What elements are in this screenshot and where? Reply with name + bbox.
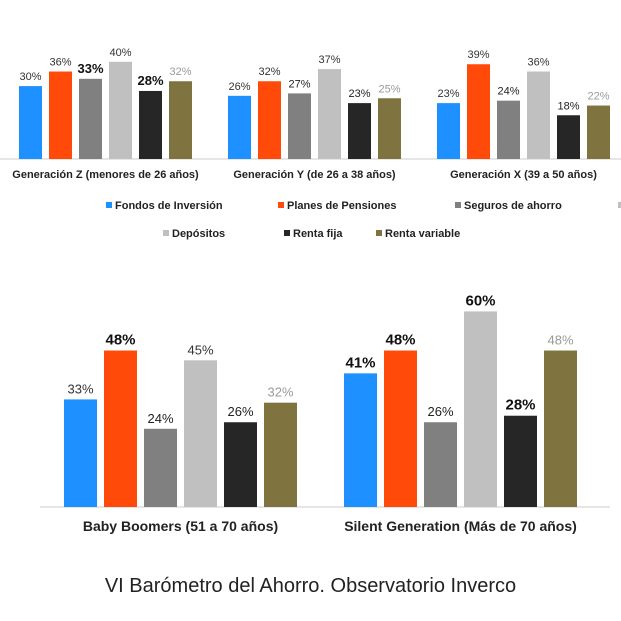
- legend-swatch: [106, 202, 112, 208]
- data-label: 26%: [227, 404, 253, 419]
- data-label: 30%: [19, 71, 41, 83]
- data-label: 40%: [109, 47, 131, 59]
- data-label: 28%: [137, 73, 163, 88]
- legend-swatch: [163, 230, 169, 236]
- data-label: 24%: [497, 86, 519, 98]
- legend-label: Renta fija: [293, 228, 343, 240]
- data-label: 25%: [378, 83, 400, 95]
- data-label: 48%: [105, 332, 135, 349]
- bar: [348, 103, 371, 159]
- bar: [19, 86, 42, 159]
- bar: [184, 360, 217, 507]
- data-label: 32%: [169, 66, 191, 78]
- bar: [288, 93, 311, 159]
- bar: [504, 415, 537, 507]
- legend-swatch: [278, 202, 284, 208]
- bar: [544, 350, 577, 507]
- legend-swatch: [618, 202, 621, 208]
- data-label: 39%: [467, 49, 489, 61]
- bar: [467, 64, 490, 159]
- bar: [258, 81, 281, 159]
- legend-label: Depósitos: [172, 228, 225, 240]
- category-label: Generación X (39 a 50 años): [450, 169, 597, 181]
- bar: [144, 428, 177, 507]
- bar: [527, 71, 550, 159]
- bar: [49, 71, 72, 159]
- data-label: 24%: [147, 411, 173, 426]
- data-label: 45%: [187, 342, 213, 357]
- data-label: 32%: [267, 385, 293, 400]
- bar: [464, 311, 497, 507]
- data-label: 48%: [547, 333, 573, 348]
- legend-label: Planes de Pensiones: [287, 200, 396, 212]
- caption: VI Barómetro del Ahorro. Observatorio In…: [104, 575, 517, 597]
- bar: [139, 90, 162, 159]
- category-label: Generación Z (menores de 26 años): [12, 169, 199, 181]
- category-label: Baby Boomers (51 a 70 años): [83, 518, 278, 534]
- data-label: 27%: [288, 78, 310, 90]
- bar: [437, 103, 460, 159]
- data-label: 26%: [228, 81, 250, 93]
- data-label: 36%: [527, 57, 549, 69]
- bar: [104, 350, 137, 507]
- bar: [109, 61, 132, 159]
- bar: [79, 78, 102, 159]
- bar: [344, 373, 377, 507]
- legend-swatch: [455, 202, 461, 208]
- bar: [378, 98, 401, 159]
- data-label: 60%: [465, 292, 495, 309]
- data-label: 33%: [67, 381, 93, 396]
- data-label: 28%: [505, 397, 535, 414]
- legend-label: Fondos de Inversión: [115, 200, 223, 212]
- legend-label: Seguros de ahorro: [464, 200, 562, 212]
- data-label: 48%: [385, 332, 415, 349]
- bar: [64, 399, 97, 507]
- data-label: 18%: [557, 100, 579, 112]
- data-label: 41%: [345, 354, 375, 371]
- data-label: 37%: [318, 54, 340, 66]
- legend-swatch: [284, 230, 290, 236]
- data-label: 26%: [427, 404, 453, 419]
- category-label: Silent Generation (Más de 70 años): [344, 518, 577, 534]
- data-label: 33%: [77, 61, 103, 76]
- bar: [497, 100, 520, 159]
- data-label: 23%: [348, 88, 370, 100]
- bar: [384, 350, 417, 507]
- bar: [224, 422, 257, 507]
- bar: [228, 95, 251, 159]
- data-label: 22%: [587, 91, 609, 103]
- legend-label: Renta variable: [385, 228, 460, 240]
- bar: [557, 115, 580, 159]
- data-label: 36%: [49, 57, 71, 69]
- bar: [169, 81, 192, 159]
- bar: [424, 422, 457, 507]
- data-label: 32%: [258, 66, 280, 78]
- data-label: 23%: [437, 88, 459, 100]
- bar: [264, 402, 297, 507]
- legend-swatch: [376, 230, 382, 236]
- bar: [318, 69, 341, 159]
- category-label: Generación Y (de 26 a 38 años): [233, 169, 396, 181]
- bar: [587, 105, 610, 159]
